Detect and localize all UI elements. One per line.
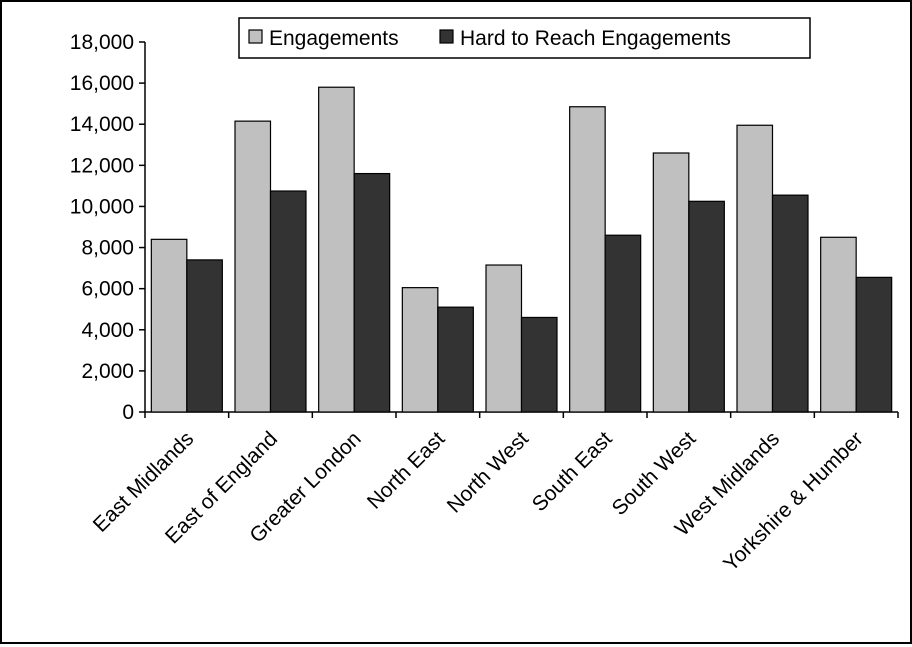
bar-engagements bbox=[150, 238, 188, 413]
y-tick-label: 12,000 bbox=[70, 154, 134, 177]
bar-hard-to-reach bbox=[520, 316, 558, 413]
bar-engagements bbox=[401, 287, 439, 413]
x-tick-label: Yorkshire & Humber bbox=[719, 427, 868, 576]
legend: Engagements Hard to Reach Engagements bbox=[238, 17, 811, 59]
bar-hard-to-reach bbox=[771, 194, 809, 413]
bar-hard-to-reach bbox=[604, 234, 642, 413]
bar-engagements bbox=[485, 264, 523, 413]
y-tick-label: 18,000 bbox=[70, 31, 134, 54]
y-tick-label: 4,000 bbox=[81, 319, 134, 342]
y-tick-label: 10,000 bbox=[70, 195, 134, 218]
legend-label: Hard to Reach Engagements bbox=[460, 27, 731, 50]
bar-engagements bbox=[569, 106, 606, 413]
y-tick-label: 8,000 bbox=[81, 237, 134, 260]
bar-hard-to-reach bbox=[855, 276, 893, 413]
y-tick-label: 0 bbox=[122, 401, 134, 424]
legend-label: Engagements bbox=[269, 27, 399, 50]
legend-swatch bbox=[248, 29, 263, 44]
bar-engagements bbox=[234, 120, 272, 413]
bar-engagements bbox=[736, 124, 774, 413]
x-tick-label: South East bbox=[528, 427, 617, 516]
y-tick-label: 14,000 bbox=[70, 113, 134, 136]
bar-engagements bbox=[820, 236, 857, 413]
x-tick-label: North East bbox=[363, 427, 450, 514]
x-tick-label: South West bbox=[608, 427, 701, 520]
bars bbox=[150, 86, 893, 413]
y-tick-label: 6,000 bbox=[81, 278, 134, 301]
y-tick-label: 16,000 bbox=[70, 72, 134, 95]
legend-box bbox=[238, 17, 811, 59]
bar-engagements bbox=[652, 152, 690, 413]
y-tick-label: 2,000 bbox=[81, 360, 134, 383]
bar-hard-to-reach bbox=[437, 306, 474, 413]
bar-hard-to-reach bbox=[269, 190, 307, 413]
y-axis-ticks: 0 2,000 4,000 6,000 8,000 10,000 12,000 14,000 1… bbox=[70, 31, 145, 424]
bar-hard-to-reach bbox=[186, 259, 223, 413]
bar-hard-to-reach bbox=[353, 172, 391, 413]
bar-engagements bbox=[318, 86, 355, 413]
legend-swatch bbox=[439, 29, 454, 44]
bar-hard-to-reach bbox=[688, 200, 725, 413]
x-tick-label: North West bbox=[443, 427, 533, 517]
